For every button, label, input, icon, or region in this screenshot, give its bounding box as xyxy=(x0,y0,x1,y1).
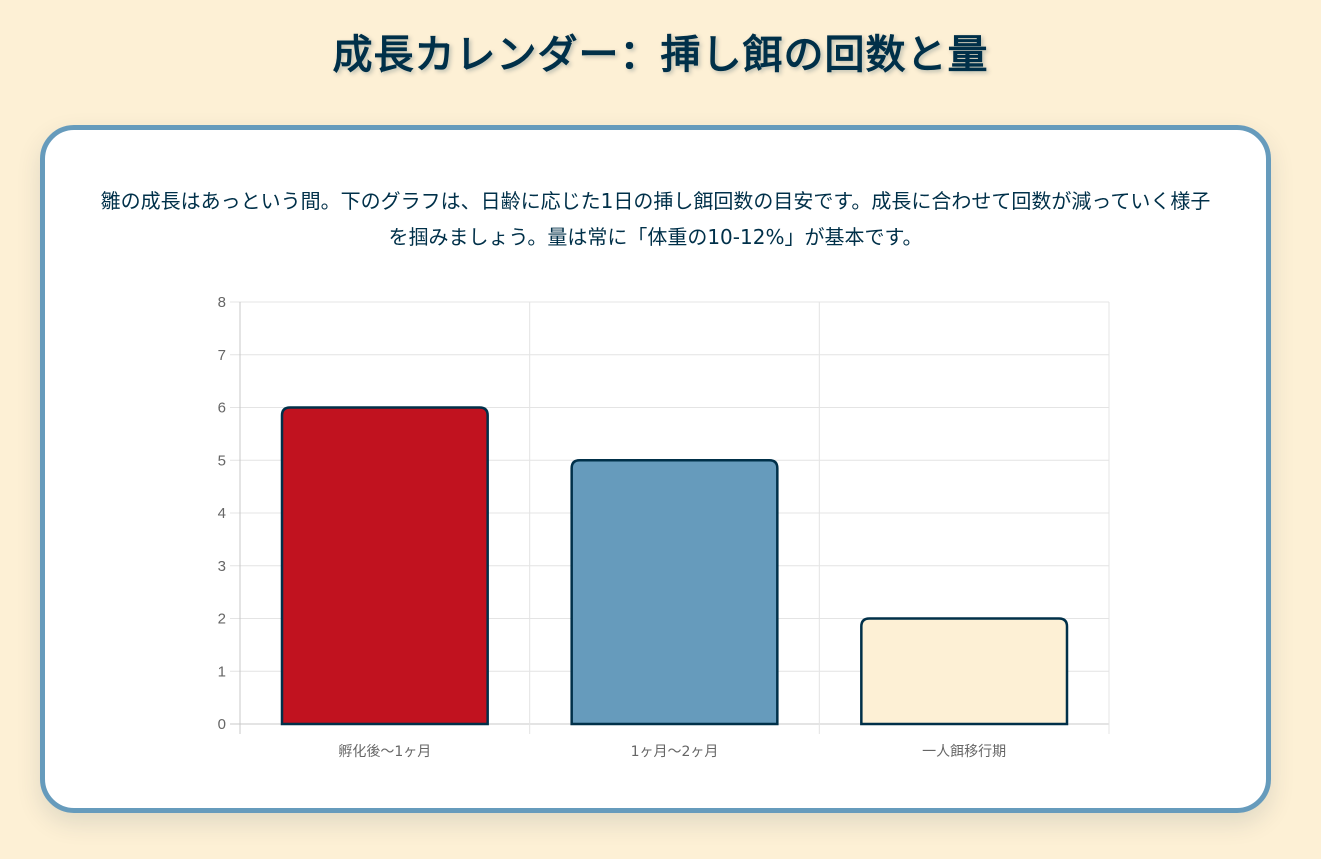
x-category-label: 一人餌移行期 xyxy=(922,743,1006,760)
y-tick-label: 4 xyxy=(218,505,226,522)
chart-bars xyxy=(280,406,1069,726)
bar-2 xyxy=(570,459,779,726)
bar-chart: 0 1 2 3 4 5 6 7 8 孵化後〜1ヶ月 1ヶ月〜2ヶ月 一人餌移行期 xyxy=(218,294,1110,760)
chart-description: 雛の成長はあっという間。下のグラフは、日齢に応じた1日の挿し餌回数の目安です。成… xyxy=(100,189,1211,249)
page-title: 成長カレンダー：挿し餌の回数と量 xyxy=(332,32,989,78)
x-category-label: 1ヶ月〜2ヶ月 xyxy=(631,744,719,760)
y-tick-label: 3 xyxy=(218,558,226,575)
y-tick-label: 8 xyxy=(218,294,226,311)
y-tick-label: 5 xyxy=(218,452,226,469)
y-tick-label: 7 xyxy=(218,347,226,364)
chart-card: 雛の成長はあっという間。下のグラフは、日齢に応じた1日の挿し餌回数の目安です。成… xyxy=(40,125,1271,813)
x-category-label: 孵化後〜1ヶ月 xyxy=(338,744,431,760)
y-tick-label: 0 xyxy=(218,716,226,733)
y-tick-label: 2 xyxy=(218,611,226,628)
y-tick-label: 6 xyxy=(218,400,226,417)
chart-labels: 0 1 2 3 4 5 6 7 8 孵化後〜1ヶ月 1ヶ月〜2ヶ月 一人餌移行期 xyxy=(218,294,1007,760)
bar-3 xyxy=(860,617,1069,726)
bar-1 xyxy=(280,406,489,726)
y-tick-label: 1 xyxy=(218,663,226,680)
